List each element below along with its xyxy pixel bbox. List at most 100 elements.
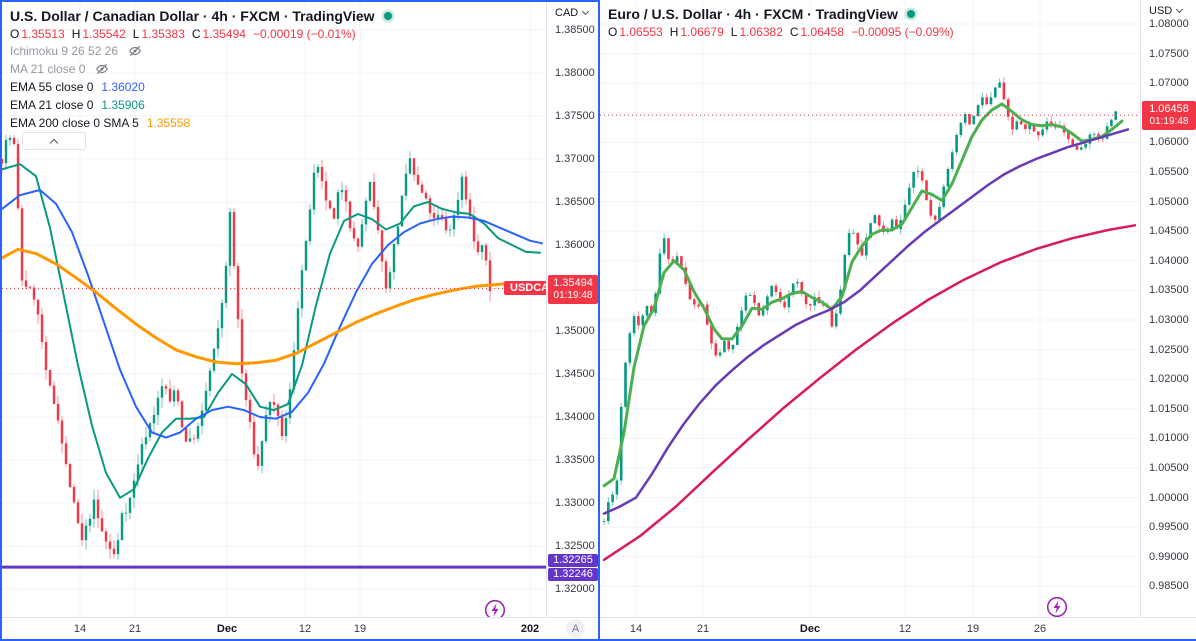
time-tick: Dec bbox=[216, 623, 238, 635]
chevron-up-icon bbox=[49, 138, 59, 148]
time-tick: 21 bbox=[128, 623, 142, 635]
price-tick: 1.38500 bbox=[555, 24, 595, 36]
price-tick: 1.07500 bbox=[1149, 47, 1189, 60]
indicator-ema200-value: 1.35558 bbox=[146, 116, 191, 130]
indicator-row-ema55[interactable]: EMA 55 close 0 1.36020 bbox=[10, 78, 392, 96]
indicator-ema200-label[interactable]: EMA 200 close 0 SMA 5 bbox=[10, 116, 139, 130]
auto-scale-badge[interactable]: A bbox=[566, 619, 585, 638]
price-tick: 1.33000 bbox=[555, 497, 595, 509]
current-price-label: 1.06458 01:19:48 bbox=[1142, 101, 1196, 131]
price-tick: 1.03500 bbox=[1149, 284, 1189, 297]
flash-publish-button[interactable] bbox=[1046, 596, 1068, 617]
eurusd-chart-title[interactable]: Euro / U.S. Dollar · 4h · FXCM · Trading… bbox=[608, 5, 898, 22]
chevron-down-icon bbox=[1176, 5, 1184, 14]
currency-label: USD bbox=[1149, 5, 1173, 17]
eurusd-time-axis[interactable]: 14 21 Dec 12 19 26 bbox=[600, 617, 1196, 639]
ohlc-high-value: 1.06679 bbox=[680, 24, 724, 39]
price-axis-currency-menu[interactable]: CAD bbox=[555, 7, 590, 19]
level-price-label: 1.32265 bbox=[548, 554, 598, 568]
price-tick: 1.08000 bbox=[1149, 18, 1189, 30]
price-tick: 1.00500 bbox=[1149, 462, 1189, 474]
ohlc-open-value: 1.35513 bbox=[21, 26, 65, 41]
ohlc-open-value: 1.06553 bbox=[619, 24, 663, 39]
indicator-ema55-label[interactable]: EMA 55 close 0 bbox=[10, 80, 94, 94]
usdcad-chart-title[interactable]: U.S. Dollar / Canadian Dollar · 4h · FXC… bbox=[10, 7, 375, 24]
chevron-down-icon bbox=[582, 7, 590, 16]
time-tick: 202 bbox=[520, 623, 540, 635]
eurusd-ohlc-row: O 1.06553 H 1.06679 L 1.06382 C 1.06458 −0.0… bbox=[608, 23, 954, 40]
eye-hidden-icon[interactable] bbox=[95, 62, 109, 76]
usdcad-candlestick-chart[interactable] bbox=[2, 2, 546, 617]
price-tick: 0.98500 bbox=[1149, 580, 1189, 593]
time-tick: 21 bbox=[696, 623, 710, 635]
ohlc-change: −0.00095 (−0.09%) bbox=[850, 24, 954, 39]
ohlc-high-key: H bbox=[71, 26, 81, 41]
chart-panel-eurusd: Euro / U.S. Dollar · 4h · FXCM · Trading… bbox=[600, 0, 1196, 641]
price-tick: 1.32000 bbox=[555, 583, 595, 595]
usdcad-ohlc-row: O 1.35513 H 1.35542 L 1.35383 C 1.35494 −0.0… bbox=[10, 25, 392, 42]
current-price-label: 1.35494 01:19:48 bbox=[548, 274, 598, 304]
time-tick: 19 bbox=[353, 623, 367, 635]
currency-label: CAD bbox=[555, 7, 579, 19]
time-tick: 12 bbox=[298, 623, 312, 635]
ohlc-low-key: L bbox=[132, 26, 140, 41]
usdcad-time-axis[interactable]: 14 21 Dec 12 19 202 A bbox=[2, 617, 598, 639]
lightning-icon bbox=[1046, 596, 1068, 617]
price-tick: 1.37500 bbox=[555, 110, 595, 122]
time-tick: 14 bbox=[629, 623, 643, 635]
eurusd-price-axis[interactable]: USD 1.08000 1.07500 1.07000 1.06000 1.05500 1… bbox=[1140, 0, 1196, 617]
price-tick: 1.02500 bbox=[1149, 343, 1189, 356]
price-tick: 1.01500 bbox=[1149, 402, 1189, 415]
price-tick: 1.03000 bbox=[1149, 314, 1189, 326]
indicator-ma21-label[interactable]: MA 21 close 0 bbox=[10, 62, 86, 76]
time-tick: 19 bbox=[966, 623, 980, 635]
price-tick: 1.07000 bbox=[1149, 77, 1189, 90]
time-tick: 12 bbox=[898, 623, 912, 635]
eye-hidden-icon[interactable] bbox=[128, 44, 142, 58]
ohlc-high-value: 1.35542 bbox=[82, 26, 126, 41]
level-price-label: 1.32246 bbox=[548, 567, 598, 581]
price-tick: 1.36000 bbox=[555, 239, 595, 251]
usdcad-price-axis[interactable]: CAD 1.38500 1.38000 1.37500 1.37000 1.36500 1… bbox=[546, 2, 598, 617]
indicator-row-ichimoku[interactable]: Ichimoku 9 26 52 26 bbox=[10, 42, 392, 60]
eurusd-plot-area[interactable]: Euro / U.S. Dollar · 4h · FXCM · Trading… bbox=[600, 0, 1140, 617]
price-tick: 1.05000 bbox=[1149, 195, 1189, 208]
market-status-dot bbox=[906, 9, 915, 18]
ohlc-close-value: 1.06458 bbox=[800, 24, 844, 39]
time-tick: 26 bbox=[1033, 623, 1047, 635]
price-axis-currency-menu[interactable]: USD bbox=[1149, 5, 1184, 17]
usdcad-legend: U.S. Dollar / Canadian Dollar · 4h · FXC… bbox=[10, 6, 392, 132]
price-tick: 1.32500 bbox=[555, 540, 595, 552]
price-tick: 1.33500 bbox=[555, 454, 595, 466]
time-tick: 14 bbox=[73, 623, 87, 635]
chart-panel-usdcad: U.S. Dollar / Canadian Dollar · 4h · FXC… bbox=[0, 0, 600, 641]
indicator-ema21-value: 1.35906 bbox=[101, 98, 145, 112]
ohlc-open-key: O bbox=[608, 24, 618, 39]
ohlc-low-key: L bbox=[730, 24, 738, 39]
price-tick: 1.01000 bbox=[1149, 432, 1189, 445]
ohlc-low-value: 1.35383 bbox=[141, 26, 185, 41]
indicator-ichimoku-label[interactable]: Ichimoku 9 26 52 26 bbox=[10, 44, 119, 58]
price-tick: 1.35000 bbox=[555, 325, 595, 337]
price-tick: 1.02000 bbox=[1149, 373, 1189, 386]
eurusd-candlestick-chart[interactable] bbox=[600, 0, 1140, 617]
ohlc-open-key: O bbox=[10, 26, 20, 41]
flash-publish-button[interactable] bbox=[484, 599, 506, 617]
price-tick: 1.34500 bbox=[555, 368, 595, 380]
indicator-row-ema21[interactable]: EMA 21 close 0 1.35906 bbox=[10, 96, 392, 114]
ohlc-close-key: C bbox=[789, 24, 799, 39]
price-tick: 1.38000 bbox=[555, 67, 595, 79]
ohlc-close-key: C bbox=[191, 26, 201, 41]
ohlc-low-value: 1.06382 bbox=[739, 24, 783, 39]
ohlc-close-value: 1.35494 bbox=[202, 26, 246, 41]
indicator-ema21-label[interactable]: EMA 21 close 0 bbox=[10, 98, 94, 112]
ohlc-high-key: H bbox=[669, 24, 679, 39]
usdcad-plot-area[interactable]: U.S. Dollar / Canadian Dollar · 4h · FXC… bbox=[2, 2, 546, 617]
indicator-row-ma21[interactable]: MA 21 close 0 bbox=[10, 60, 392, 78]
price-tick: 1.05500 bbox=[1149, 166, 1189, 178]
price-tick: 0.99000 bbox=[1149, 550, 1189, 563]
current-price-value: 1.06458 bbox=[1149, 103, 1189, 116]
legend-collapse-button[interactable] bbox=[22, 132, 86, 150]
price-tick: 1.04500 bbox=[1149, 225, 1189, 238]
indicator-row-ema200[interactable]: EMA 200 close 0 SMA 5 1.35558 bbox=[10, 114, 392, 132]
